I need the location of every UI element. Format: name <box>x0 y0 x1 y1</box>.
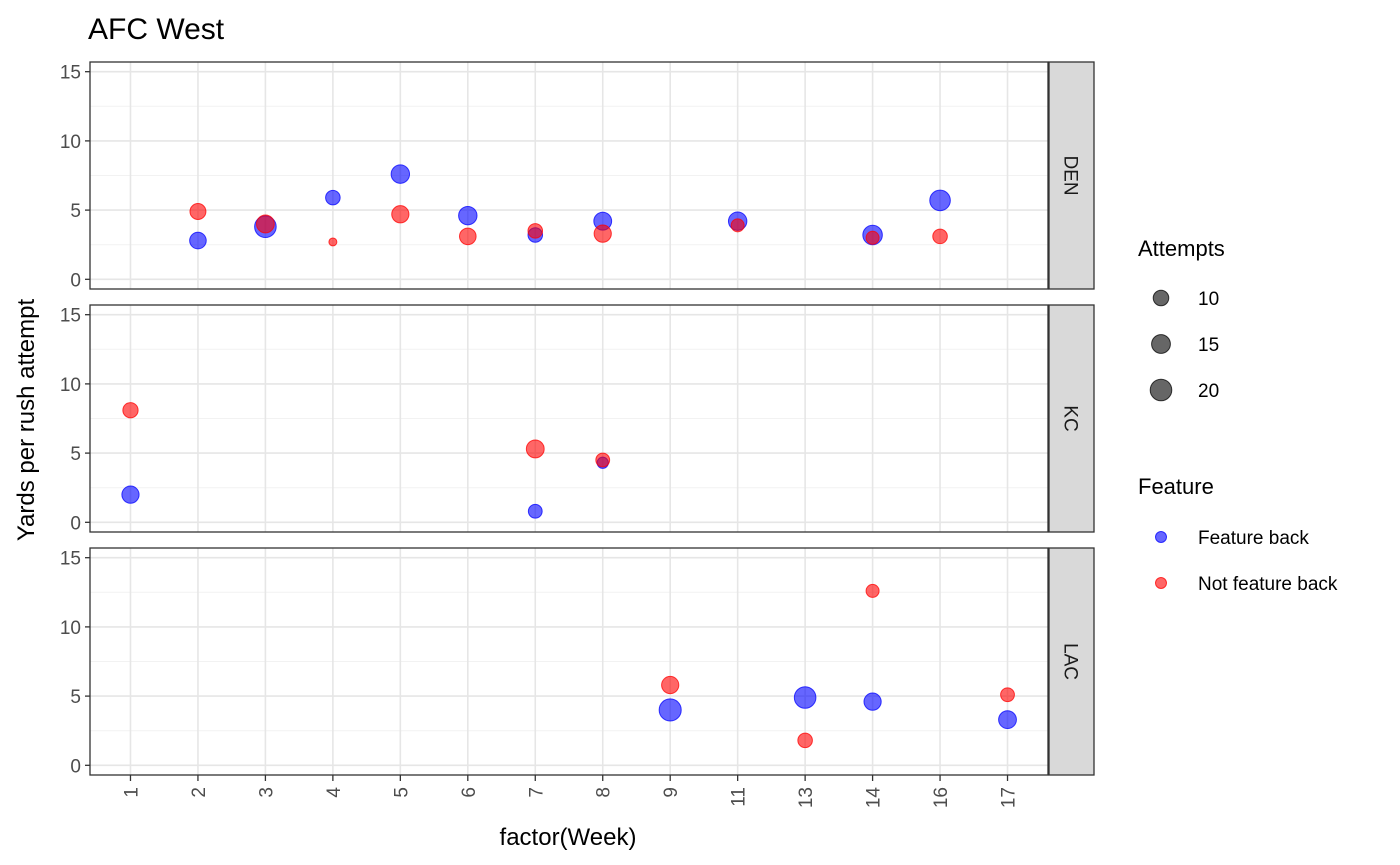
x-tick-label: 9 <box>661 787 682 798</box>
y-tick-label: 10 <box>60 375 81 396</box>
legend-color-key <box>1155 577 1167 589</box>
y-tick-label: 10 <box>60 132 81 153</box>
x-tick-label: 4 <box>324 787 345 798</box>
x-tick-label: 7 <box>526 787 547 798</box>
legend-color-key <box>1155 531 1167 543</box>
data-point-not-feature <box>122 402 139 419</box>
y-axis-title: Yards per rush attempt <box>13 299 40 542</box>
data-point-feature <box>121 485 140 504</box>
panel-kc: 0 5 10 15 KC <box>60 304 1095 534</box>
data-point-not-feature <box>256 214 275 234</box>
data-point-not-feature <box>865 230 880 245</box>
legend-size-label: 20 <box>1198 381 1219 402</box>
data-point-not-feature <box>932 228 948 245</box>
legend-size-key <box>1149 378 1173 402</box>
data-point-feature <box>793 686 817 709</box>
data-point-feature <box>998 710 1017 730</box>
legend-size-key <box>1152 289 1170 307</box>
x-tick-label: 11 <box>729 787 750 807</box>
facet-label-den: DEN <box>1060 155 1081 195</box>
data-point-not-feature <box>459 227 477 246</box>
y-tick-label: 0 <box>70 270 81 291</box>
legend-size-title: Attempts <box>1138 236 1225 261</box>
data-point-not-feature <box>527 223 544 239</box>
data-point-feature <box>658 698 682 722</box>
legend-color-entries: Feature back Not feature back <box>1155 528 1338 595</box>
data-point-not-feature <box>328 237 338 247</box>
data-point-not-feature <box>661 675 680 695</box>
data-point-not-feature <box>189 203 207 220</box>
data-point-not-feature <box>730 218 745 233</box>
x-tick-label: 17 <box>999 787 1020 808</box>
data-point-feature <box>863 692 882 711</box>
legend-color-label: Feature back <box>1198 528 1309 549</box>
data-point-not-feature <box>391 205 410 224</box>
x-tick-label: 16 <box>931 787 952 808</box>
data-point-not-feature <box>593 224 612 243</box>
x-axis-title: factor(Week) <box>500 824 637 851</box>
legend: Attempts 10 15 20 Feature Feature back Not … <box>1138 236 1338 595</box>
x-tick-label: 1 <box>121 787 142 798</box>
facet-strip <box>1048 304 1095 533</box>
facet-label-kc: KC <box>1060 405 1081 431</box>
y-tick-label: 5 <box>70 444 81 465</box>
data-point-feature <box>929 189 951 212</box>
data-point-not-feature <box>525 439 545 459</box>
data-point-feature <box>390 164 411 184</box>
legend-color-label: Not feature back <box>1198 574 1338 595</box>
data-point-feature <box>189 231 207 250</box>
y-tick-label: 5 <box>70 201 81 222</box>
y-tick-label: 15 <box>60 63 81 84</box>
data-point-not-feature <box>797 732 813 749</box>
legend-size-label: 10 <box>1198 289 1219 310</box>
facet-label-lac: LAC <box>1060 643 1081 680</box>
data-point-not-feature <box>595 452 611 468</box>
y-tick-label: 0 <box>70 756 81 777</box>
x-tick-label: 14 <box>864 787 885 809</box>
x-tick-label: 3 <box>256 787 277 798</box>
panel-border <box>89 547 1049 776</box>
y-tick-label: 5 <box>70 687 81 708</box>
facet-strip <box>1048 61 1095 290</box>
panel-border <box>89 304 1049 533</box>
data-point-feature <box>458 205 478 226</box>
y-tick-label: 15 <box>60 306 81 327</box>
data-point-not-feature <box>865 583 880 598</box>
y-tick-label: 10 <box>60 618 81 639</box>
x-tick-label: 5 <box>391 787 412 798</box>
legend-size-entries: 10 15 20 <box>1149 289 1219 402</box>
x-tick-label: 6 <box>459 787 480 798</box>
chart-title: AFC West <box>88 13 225 46</box>
x-tick-label: 8 <box>594 787 615 798</box>
x-tick-label: 13 <box>796 787 817 808</box>
data-point-not-feature <box>1000 687 1015 703</box>
y-tick-label: 0 <box>70 513 81 534</box>
facet-panels: 0 5 10 15 DEN 0 5 10 15 KC 0 5 10 15 LAC <box>60 61 1095 777</box>
facet-strip <box>1048 547 1095 776</box>
legend-color-title: Feature <box>1138 474 1214 499</box>
data-point-feature <box>527 503 543 519</box>
y-tick-label: 15 <box>60 549 81 570</box>
x-axis: 1 2 3 4 5 6 7 8 9 11 13 14 16 17 <box>121 775 1020 809</box>
legend-size-key <box>1151 334 1171 354</box>
x-tick-label: 2 <box>189 787 210 798</box>
data-point-feature <box>325 189 341 206</box>
panel-border <box>89 61 1049 290</box>
legend-size-label: 15 <box>1198 335 1219 356</box>
panel-den: 0 5 10 15 DEN <box>60 61 1095 291</box>
panel-lac: 0 5 10 15 LAC <box>60 547 1095 777</box>
